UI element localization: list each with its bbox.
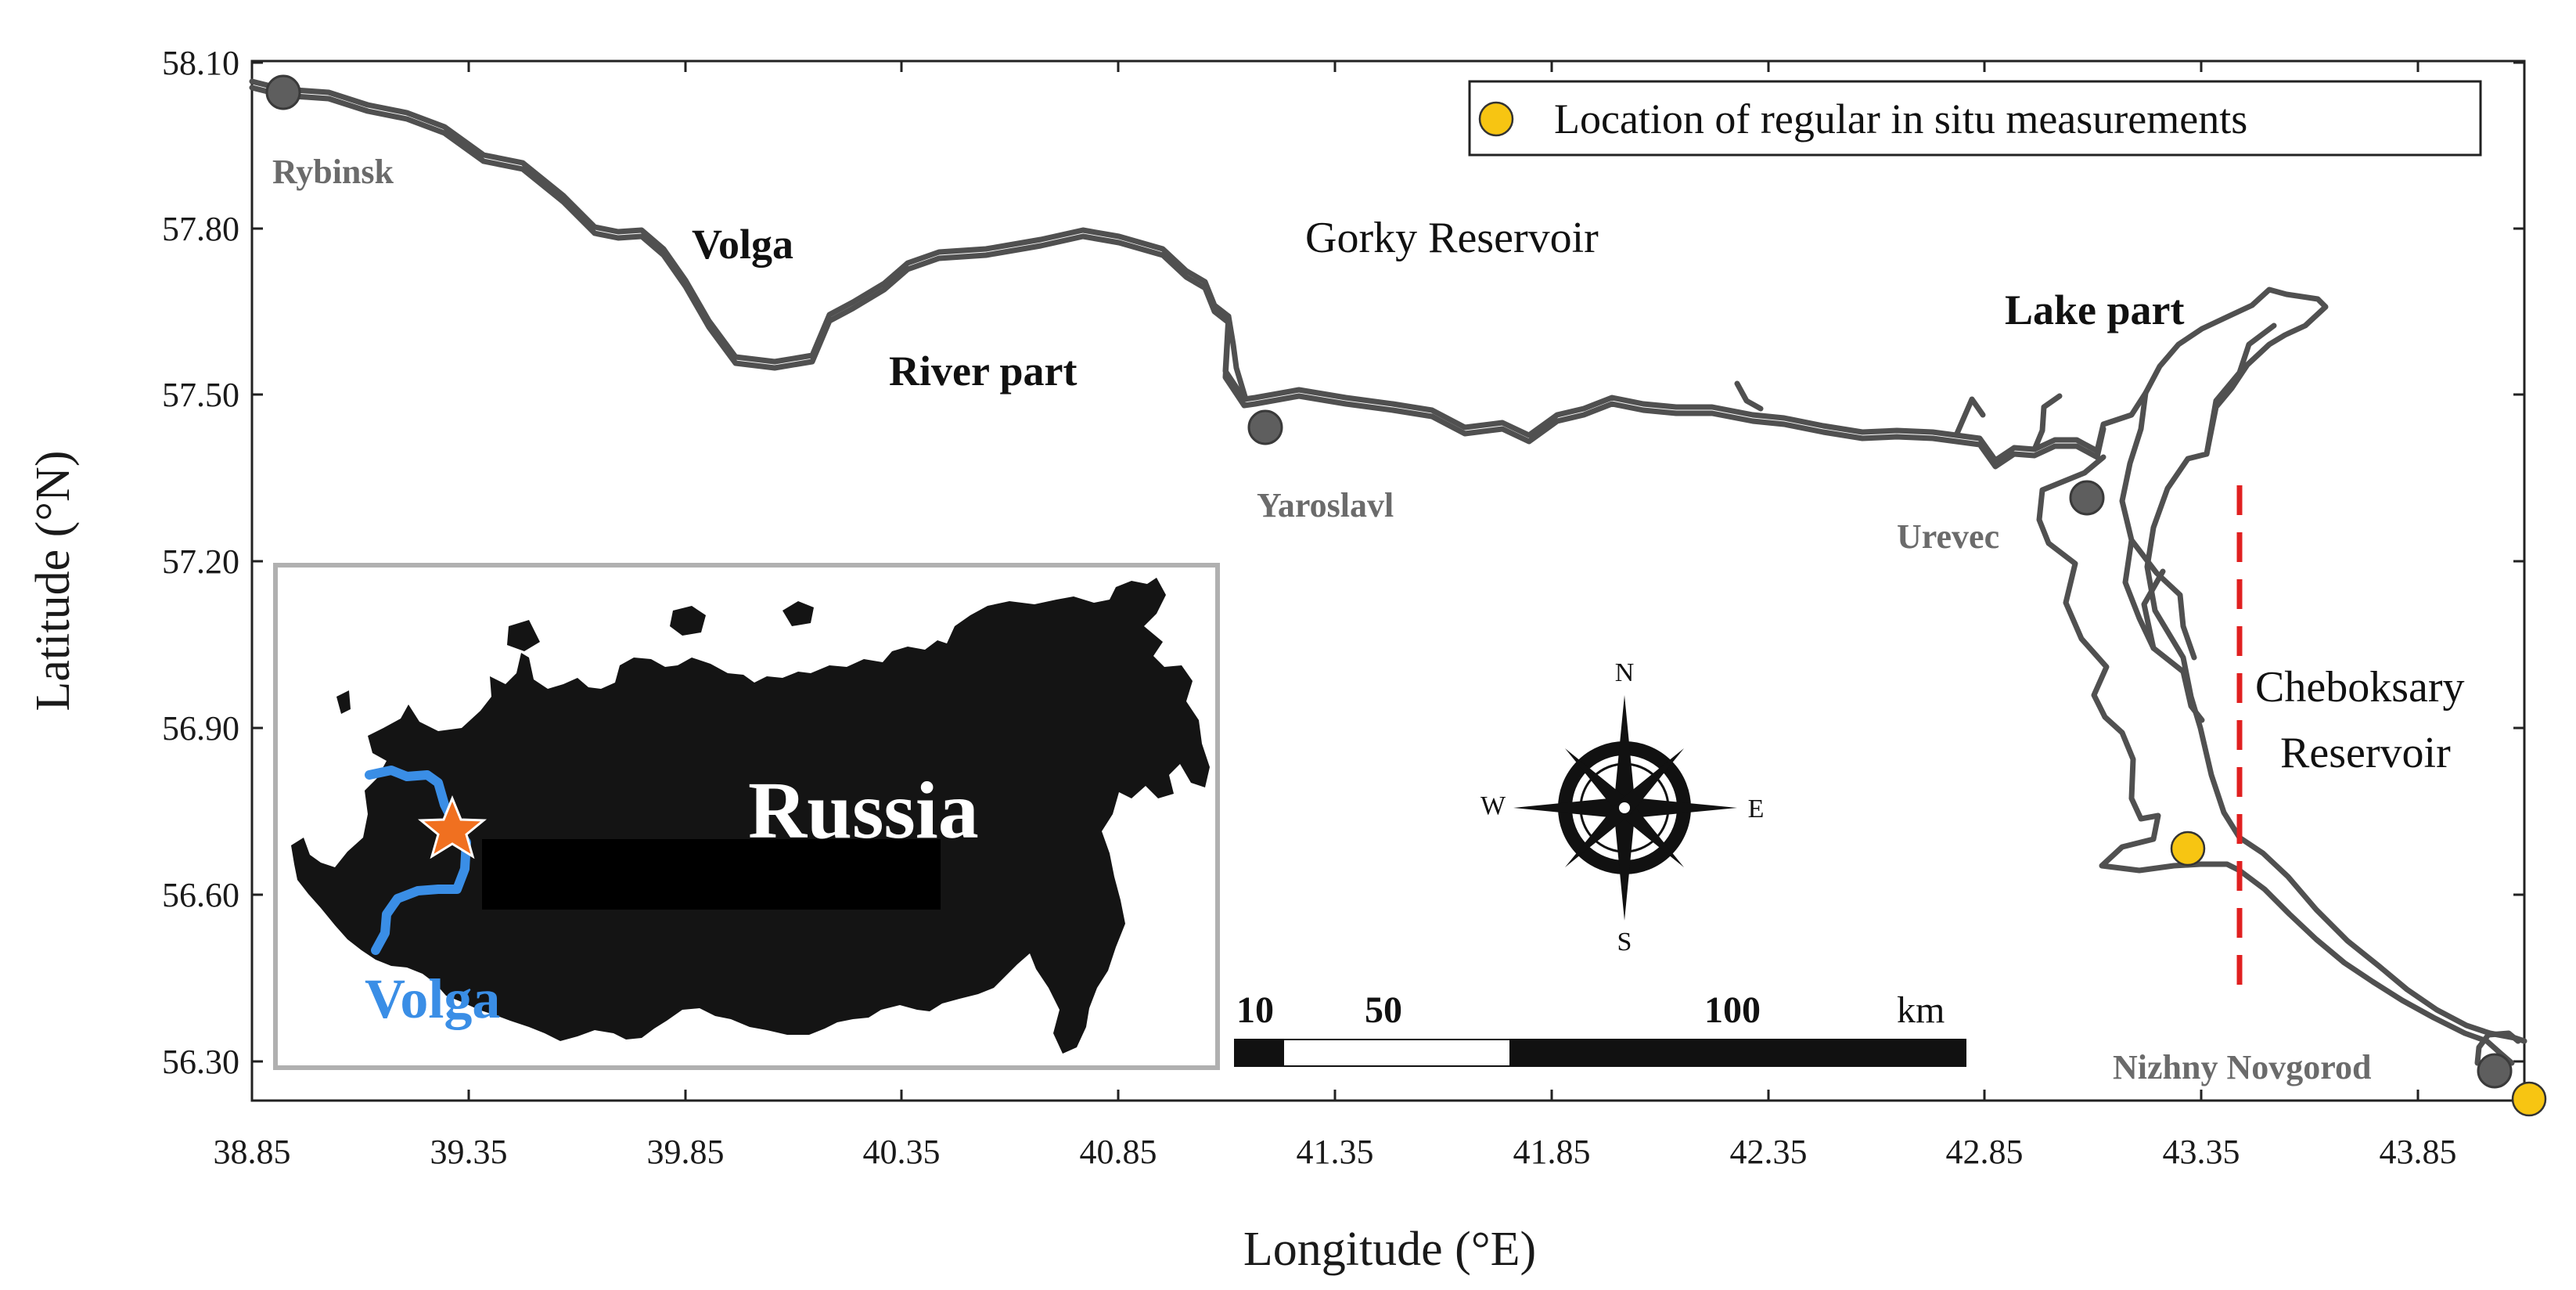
scale-label-50: 50 (1365, 989, 1402, 1031)
y-axis-ticks (252, 61, 2524, 1063)
label-lake-part: Lake part (2005, 286, 2185, 333)
compass-rose: N S E W (1480, 658, 1764, 957)
x-tick-label: 41.35 (1297, 1133, 1374, 1171)
scale-segment-1 (1234, 1039, 1284, 1067)
x-axis-ticks (250, 61, 2419, 1101)
inset-island-3 (507, 620, 540, 651)
inset-island-4 (336, 690, 351, 714)
x-tick-label: 38.85 (214, 1133, 291, 1171)
scale-bar: 10 50 100 km (1234, 989, 1966, 1067)
reservoir-bay-2 (2141, 568, 2166, 651)
station-rybinsk (265, 74, 301, 110)
x-tick-label: 41.85 (1513, 1133, 1591, 1171)
y-tick-label: 56.90 (162, 709, 239, 748)
x-tick-label: 43.85 (2380, 1133, 2457, 1171)
x-tick-label: 39.85 (647, 1133, 725, 1171)
label-gorky-reservoir: Gorky Reservoir (1305, 214, 1599, 262)
reservoir-bay-1 (2204, 322, 2277, 457)
legend-box (1468, 80, 2482, 157)
y-tick-label: 57.50 (162, 376, 239, 414)
small-inlet-3 (2031, 393, 2063, 452)
inset-star-icon (417, 795, 487, 859)
scale-label-unit: km (1897, 989, 1945, 1031)
x-tick-label: 39.35 (430, 1133, 508, 1171)
compass-label-s: S (1617, 928, 1632, 957)
label-cheboksary: Cheboksary (2255, 663, 2465, 712)
y-tick-label: 57.20 (162, 542, 239, 581)
scale-label-100: 100 (1704, 989, 1761, 1031)
y-tick-label: 56.60 (162, 876, 239, 914)
inset-label-russia: Russia (748, 766, 979, 856)
compass-label-n: N (1615, 658, 1635, 687)
inset-volga-line (365, 766, 471, 955)
x-axis-title: Longitude (°E) (1243, 1223, 1536, 1276)
inset-map: Russia Volga (273, 563, 1220, 1070)
scale-label-10: 10 (1236, 989, 1274, 1031)
label-cheboksary-reservoir: Reservoir (2280, 729, 2451, 777)
reservoir-channel-2 (2128, 537, 2197, 661)
small-inlet-2 (1953, 396, 1986, 438)
y-tick-label: 57.80 (162, 210, 239, 248)
compass-center (1617, 801, 1632, 815)
x-tick-label: 43.35 (2163, 1133, 2240, 1171)
city-label-rybinsk: Rybinsk (272, 153, 394, 191)
station-urevec (2069, 480, 2105, 516)
measurement-point (2170, 831, 2206, 867)
x-tick-label: 40.85 (1080, 1133, 1157, 1171)
measurement-points (2170, 831, 2547, 1117)
city-label-urevec: Urevec (1897, 517, 1999, 556)
scale-segment-2 (1283, 1039, 1511, 1067)
y-axis-title: Latitude (°N) (27, 451, 80, 712)
station-yaroslavl (1247, 409, 1283, 445)
inset-label-volga: Volga (365, 968, 500, 1030)
reservoir-channel-1 (2119, 390, 2205, 723)
yaroslavl-bend (1225, 313, 1249, 402)
station-nizhny-novgorod (2477, 1053, 2513, 1089)
legend-label: Location of regular in situ measurements (1554, 95, 2247, 142)
volga-river (249, 78, 2527, 1066)
x-tick-label: 40.35 (863, 1133, 941, 1171)
plot-frame (250, 59, 2526, 1102)
city-label-yaroslavl: Yaroslavl (1257, 486, 1394, 524)
measurement-point (2511, 1081, 2547, 1117)
inset-redaction-bar (482, 839, 941, 910)
label-river-part: River part (889, 348, 1077, 395)
russia-silhouette (291, 578, 1210, 1054)
x-tick-label: 42.35 (1730, 1133, 1808, 1171)
legend-marker (1478, 101, 1514, 137)
x-tick-label: 42.85 (1946, 1133, 2024, 1171)
reservoir-west-shore (2036, 454, 2515, 1066)
label-volga: Volga (692, 221, 793, 268)
compass-label-e: E (1748, 795, 1765, 823)
y-tick-label: 56.30 (162, 1043, 239, 1081)
scale-segment-3 (1509, 1039, 1966, 1067)
nizhny-loop (2474, 1030, 2521, 1066)
small-inlet-1 (1734, 380, 1764, 412)
inset-island-2 (783, 601, 814, 626)
city-label-nizhny-novgorod: Nizhny Novgorod (2113, 1048, 2371, 1086)
inset-island-1 (670, 606, 706, 636)
stations (265, 74, 2513, 1089)
y-tick-label: 58.10 (162, 44, 239, 82)
compass-label-w: W (1480, 791, 1506, 820)
legend: Location of regular in situ measurements (1468, 80, 2482, 157)
